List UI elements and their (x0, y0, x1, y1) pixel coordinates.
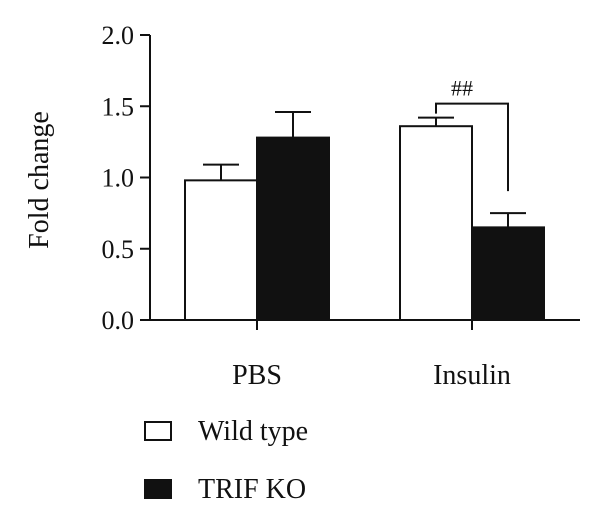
y-tick-label: 0.0 (102, 306, 135, 335)
bar-trif-ko-insulin (471, 226, 545, 321)
category-label: PBS (232, 360, 282, 391)
y-tick-label: 2.0 (102, 21, 135, 50)
significance-label: ## (451, 76, 473, 101)
category-labels: PBS Insulin (232, 360, 511, 391)
y-axis-ticks: 0.0 0.5 1.0 1.5 2.0 (102, 21, 150, 335)
legend-swatch-trif-ko (144, 479, 172, 499)
bars (184, 125, 545, 321)
y-axis-label: Fold change (24, 111, 55, 249)
significance-bracket: ## (435, 76, 509, 192)
error-bars (203, 110, 526, 228)
category-label: Insulin (433, 360, 511, 391)
y-tick-label: 0.5 (102, 235, 135, 264)
legend: Wild type TRIF KO (144, 416, 308, 505)
y-tick-label: 1.0 (102, 164, 135, 193)
bar-wild-type-insulin (399, 125, 473, 321)
legend-label: Wild type (198, 416, 308, 447)
axes (149, 35, 580, 330)
bar-wild-type-pbs (184, 179, 258, 321)
legend-swatch-wild-type (144, 421, 172, 441)
legend-label: TRIF KO (198, 474, 306, 505)
y-tick-label: 1.5 (102, 92, 135, 121)
significance-line (435, 102, 509, 192)
bar-trif-ko-pbs (256, 136, 330, 321)
